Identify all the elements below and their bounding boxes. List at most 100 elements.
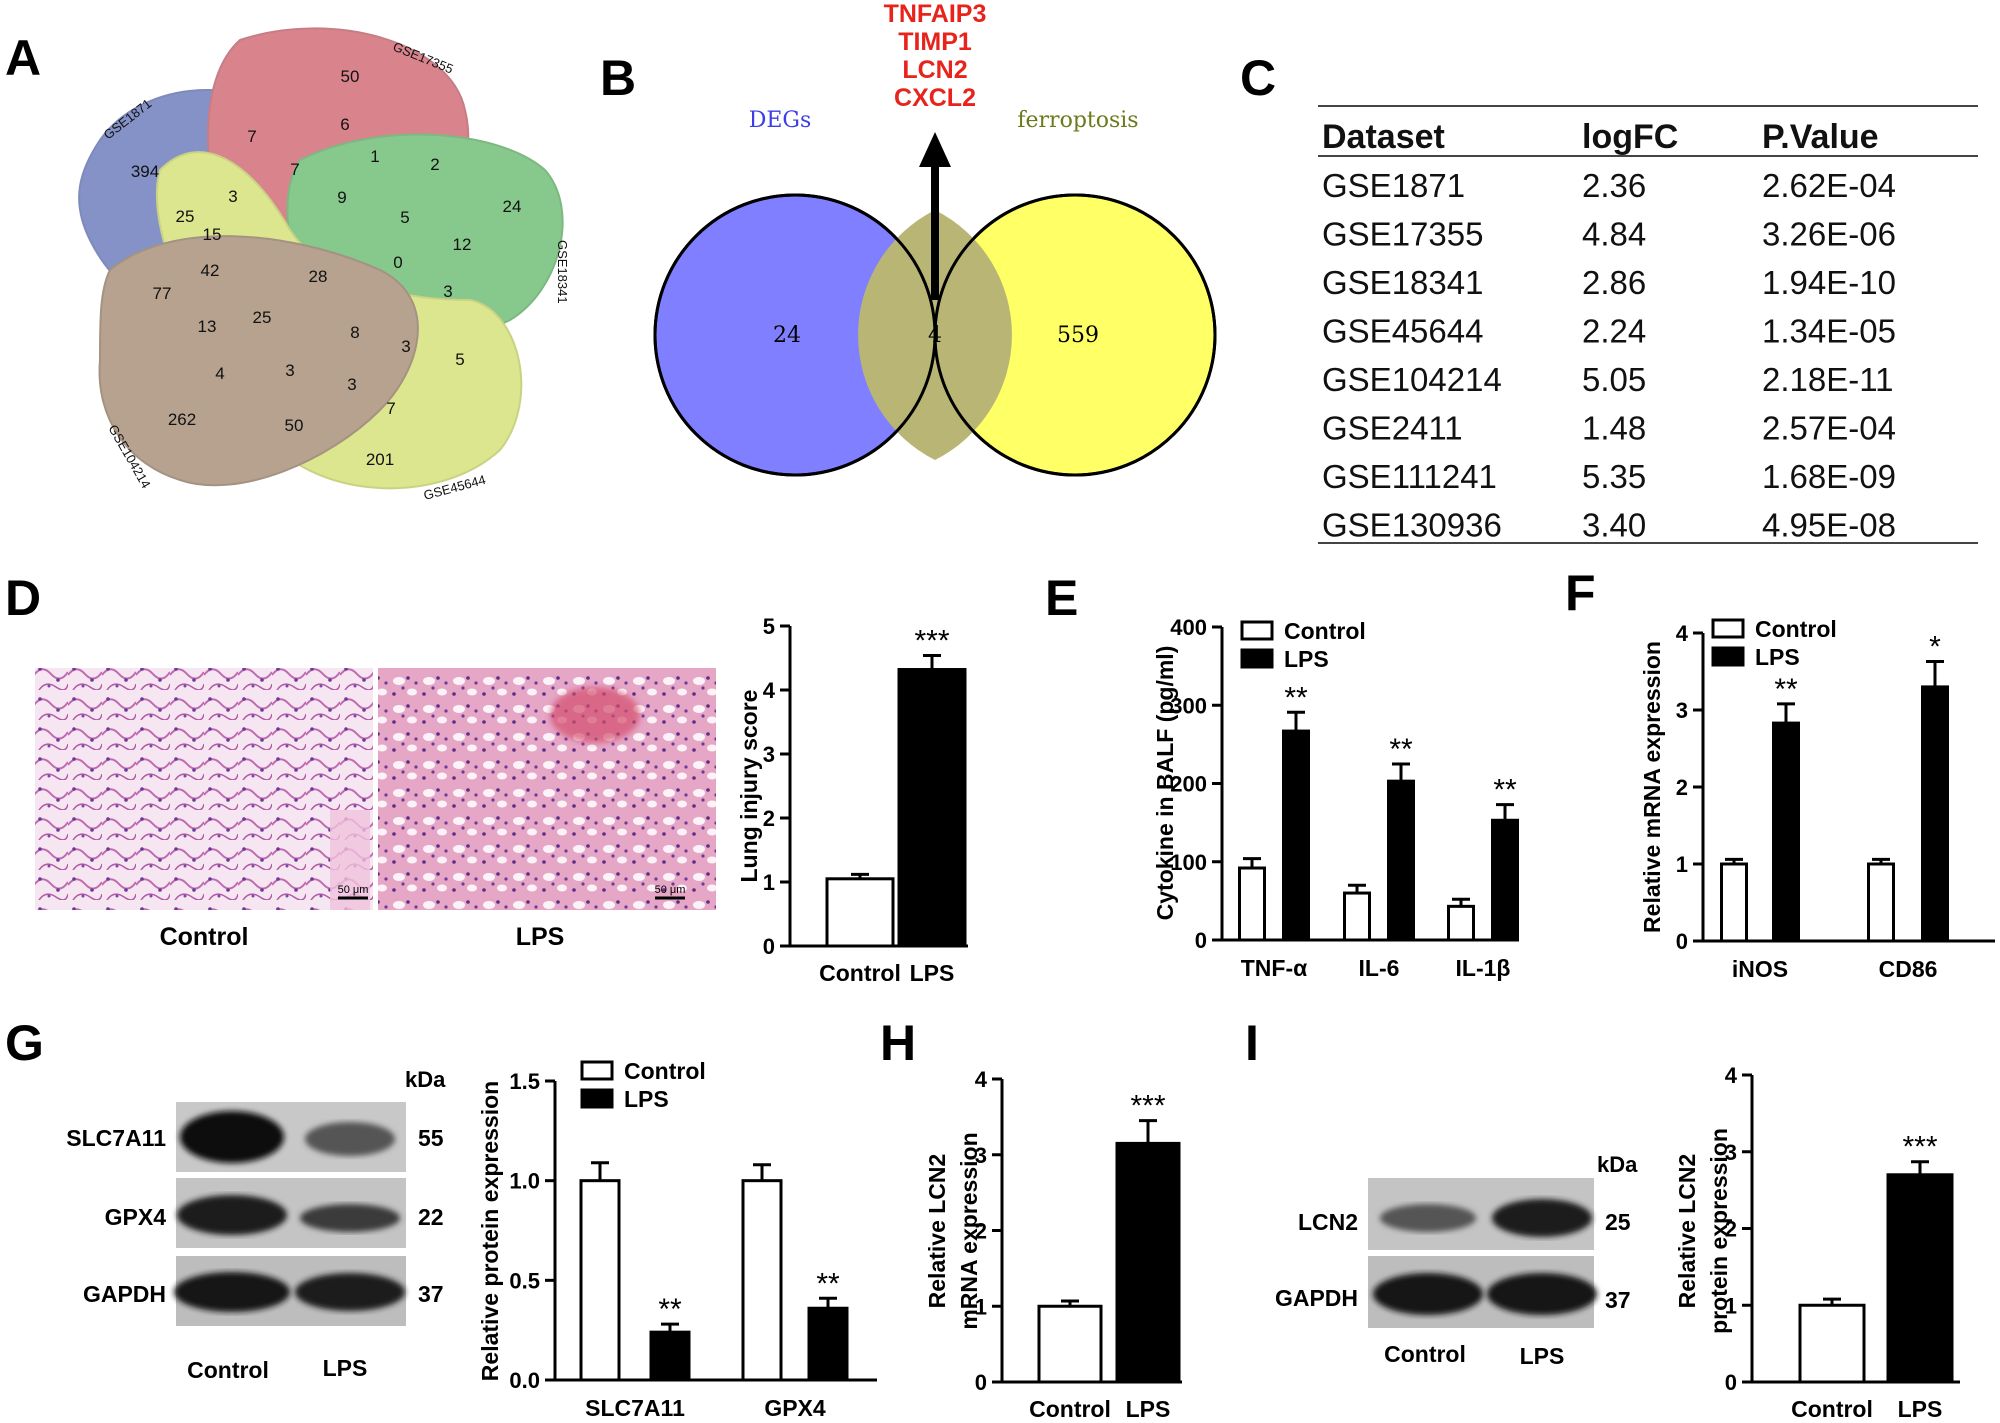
table-cell: GSE1871	[1322, 167, 1465, 204]
y-tick-label: 300	[1170, 693, 1207, 718]
table-cell: 2.18E-11	[1762, 361, 1893, 398]
y-tick-label: 5	[763, 614, 775, 639]
venn5-region-count: 28	[309, 267, 328, 286]
venn5-region-count: 12	[453, 235, 472, 254]
y-tick-label: 4	[1676, 621, 1689, 646]
legend-swatch-control	[580, 1060, 614, 1081]
venn2-label-degs: DEGs	[749, 108, 812, 133]
panel-d: D 50 μm 50 μm Control LPS	[5, 570, 716, 951]
venn5-region-count: 201	[366, 450, 394, 469]
legend-label: Control	[1755, 616, 1837, 642]
blot-i-label-lcn2: LCN2	[1298, 1209, 1358, 1235]
venn5-region-count: 7	[290, 160, 299, 179]
table-cell: 5.05	[1582, 361, 1646, 398]
blot-g-kda-37: 37	[418, 1281, 444, 1307]
x-tick-label: IL-1β	[1456, 955, 1511, 981]
y-axis-label: Relative LCN2	[1674, 1154, 1700, 1309]
significance-label: *	[1929, 630, 1941, 663]
blot-g-label-gpx4: GPX4	[105, 1204, 167, 1230]
y-tick-label: 2	[975, 1219, 987, 1244]
venn5-diagram	[78, 27, 564, 490]
histology-lps-image	[378, 668, 716, 910]
y-tick-label: 4	[1725, 1063, 1738, 1088]
significance-label: **	[1493, 774, 1517, 807]
y-tick-label: 100	[1170, 850, 1207, 875]
y-tick-label: 400	[1170, 615, 1207, 640]
panel-g: G kDa SLC7A11 GPX4 GAPDH 55 22 37 Contro…	[5, 1015, 446, 1383]
blot-i-lane-lps: LPS	[1520, 1343, 1565, 1369]
y-tick-label: 3	[1725, 1140, 1737, 1165]
venn2-gene-list: TNFAIP3 TIMP1 LCN2 CXCL2	[884, 0, 987, 112]
bar-control	[825, 877, 895, 948]
y-axis-label: protein expression	[1706, 1128, 1732, 1334]
gene-timp1: TIMP1	[898, 28, 972, 56]
y-tick-label: 2	[763, 806, 775, 831]
venn5-region-count: 25	[176, 207, 195, 226]
venn5-region-count: 25	[253, 308, 272, 327]
panel-letter-e: E	[1045, 570, 1078, 626]
venn2-label-ferroptosis: ferroptosis	[1017, 108, 1138, 133]
venn5-region-count: 3	[347, 375, 356, 394]
venn5-region-count: 42	[201, 261, 220, 280]
table-cell: GSE18341	[1322, 264, 1483, 301]
blot-g-kda-header: kDa	[405, 1067, 446, 1092]
x-tick-label: SLC7A11	[585, 1395, 685, 1421]
gene-cxcl2: CXCL2	[894, 84, 976, 112]
table-header-dataset: Dataset	[1322, 118, 1445, 156]
table-cell: 4.84	[1582, 216, 1646, 253]
significance-label: **	[1774, 673, 1798, 706]
bar-control	[1238, 866, 1266, 942]
bar-control	[741, 1179, 783, 1382]
venn2-count-left: 24	[773, 323, 801, 348]
venn5-region-count: 5	[400, 208, 409, 227]
chart-panel-e: 0 100 200 300 400 Cytokine in BALF (pg/ml) ** T…	[1152, 615, 1519, 981]
venn5-set-gse104214	[98, 235, 419, 487]
bar-control	[579, 1179, 621, 1382]
legend-label: LPS	[624, 1086, 669, 1112]
blot-g-kda-55: 55	[418, 1125, 444, 1151]
table-cell: 2.57E-04	[1762, 410, 1896, 447]
significance-label: **	[816, 1267, 840, 1300]
legend-swatch-lps	[1240, 648, 1274, 669]
venn5-region-count: 24	[503, 197, 522, 216]
venn5-region-count: 0	[393, 253, 402, 272]
x-tick-label: TNF-α	[1241, 955, 1308, 981]
y-axis-label: Relative mRNA expression	[1639, 641, 1665, 933]
x-tick-label: IL-6	[1359, 955, 1400, 981]
bar-lps	[807, 1306, 849, 1382]
table-cell: 2.36	[1582, 167, 1646, 204]
legend-swatch-lps	[1711, 646, 1745, 667]
table-cell: GSE130936	[1322, 507, 1502, 544]
y-tick-label: 1	[975, 1294, 987, 1319]
venn5-label-gse18341: GSE18341	[555, 240, 570, 304]
blot-g-lane-lps: LPS	[323, 1355, 368, 1381]
panel-letter-f: F	[1565, 565, 1596, 621]
table-header-logfc: logFC	[1582, 118, 1678, 156]
table-cell: 1.48	[1582, 410, 1646, 447]
panel-letter-a: A	[5, 30, 41, 86]
chart-panel-f: 0 1 2 3 4 Relative mRNA expression ** iNOS * CD86…	[1639, 616, 1995, 982]
panel-a: A GSE1871 GSE17355 GSE18341 GSE45644 GSE…	[5, 27, 570, 503]
legend-label: LPS	[1284, 646, 1329, 672]
venn5-region-count: 3	[228, 187, 237, 206]
histology-label-control: Control	[160, 923, 249, 951]
venn5-region-count: 3	[443, 282, 452, 301]
bar-lps	[649, 1330, 691, 1382]
table-cell: 2.62E-04	[1762, 167, 1896, 204]
panel-i: I kDa LCN2 GAPDH 25 37 Control LPS	[1245, 1015, 1638, 1369]
x-tick-label: iNOS	[1732, 956, 1788, 982]
significance-label: ***	[914, 624, 949, 657]
y-tick-label: 3	[763, 742, 775, 767]
x-tick-label: LPS	[1898, 1396, 1943, 1422]
table-cell: 3.26E-06	[1762, 216, 1896, 253]
y-tick-label: 0	[975, 1370, 987, 1395]
y-axis-label: mRNA expression	[956, 1132, 982, 1329]
y-tick-label: 3	[975, 1143, 987, 1168]
venn5-region-count: 77	[153, 284, 172, 303]
venn5-region-count: 262	[168, 410, 196, 429]
blot-i-lane-control: Control	[1384, 1341, 1466, 1367]
histology-control-image	[35, 668, 373, 910]
y-axis-label: Cytokine in BALF (pg/ml)	[1152, 646, 1178, 921]
x-tick-label: Control	[1791, 1396, 1873, 1422]
